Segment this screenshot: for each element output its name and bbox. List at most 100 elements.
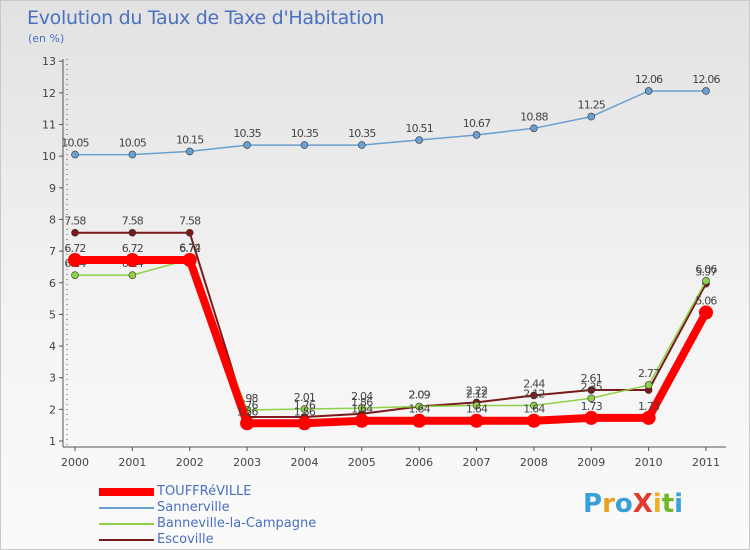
data-label-sannerville: 10.88 [520,110,548,123]
data-label-sannerville: 10.35 [348,127,376,140]
logo-letter: o [614,489,633,519]
legend-swatch-banneville [99,523,154,525]
data-point-sannerville [358,141,366,149]
data-label-touffr-ville: 6.72 [64,242,85,255]
y-tick-label: 9 [49,182,56,195]
data-point-banneville-la-campagne [71,271,79,279]
x-tick-label: 2007 [463,456,491,469]
legend-label-sannerville: Sannerville [157,500,230,515]
data-point-touffr-ville [526,413,541,428]
x-tick-label: 2005 [348,456,376,469]
data-point-escoville [587,386,596,394]
series-line-touffr-ville [75,255,710,428]
data-point-banneville-la-campagne [587,394,596,403]
x-tick-label: 2008 [520,456,548,469]
data-point-sannerville [243,141,251,149]
data-point-touffr-ville [699,305,713,320]
data-point-touffr-ville [240,416,255,431]
legend-label-banneville: Banneville-la-Campagne [157,516,317,531]
data-point-sannerville [128,150,137,159]
y-tick-label: 2 [49,403,56,416]
data-label-banneville-la-campagne: 2.01 [294,391,315,404]
data-label-banneville-la-campagne: 2.35 [581,380,603,393]
series-line-banneville-la-campagne [75,258,707,411]
logo-letter: i [652,489,662,519]
data-point-touffr-ville [354,413,369,428]
data-point-banneville-la-campagne [358,404,366,412]
data-label-touffr-ville: 6.72 [122,242,143,255]
data-label-touffr-ville: 1.64 [523,403,545,416]
data-point-touffr-ville [641,410,656,425]
y-tick-label: 5 [49,308,56,321]
data-point-escoville [185,228,194,237]
data-label-touffr-ville: 5.06 [695,295,717,308]
data-label-escoville: 5.97 [695,266,717,279]
legend-label-touffreville: TOUFFRéVILLE [157,484,252,499]
data-point-banneville-la-campagne [702,277,710,285]
x-tick-label: 2009 [577,456,605,469]
data-label-touffr-ville: 1.56 [294,405,316,418]
x-tick-label: 2006 [405,456,433,469]
legend-swatch-sannerville [99,507,154,509]
data-label-touffr-ville: 1.56 [236,405,258,418]
y-tick-label: 12 [42,87,56,100]
data-point-touffr-ville [125,252,140,267]
data-label-escoville: 2.09 [409,389,431,402]
y-tick-label: 8 [49,213,56,226]
series-line-sannerville [75,90,706,156]
data-label-touffr-ville: 1.64 [409,403,431,416]
x-tick-label: 2003 [233,456,261,469]
data-point-banneville-la-campagne [472,401,481,410]
legend-swatch-touffreville [99,488,154,496]
data-point-sannerville [530,124,538,133]
chart-title: Evolution du Taux de Taxe d'Habitation [27,7,385,29]
data-label-sannerville: 10.67 [463,117,491,130]
logo-letter: i [674,489,684,519]
y-tick-label: 7 [49,245,56,258]
data-point-sannerville [472,131,481,139]
data-point-escoville [530,391,538,400]
data-point-touffr-ville [182,252,197,267]
y-tick-label: 13 [42,55,56,68]
y-tick-label: 10 [42,150,56,163]
data-label-escoville: 2.44 [523,377,545,390]
y-tick-label: 6 [49,277,56,290]
data-point-escoville [71,228,79,237]
data-point-sannerville [644,87,653,95]
proxiti-logo: ProXiti [583,489,683,519]
logo-letter: t [661,489,675,519]
data-label-touffr-ville: 1.73 [638,400,660,413]
series-line-escoville [75,231,707,418]
data-label-escoville: 7.58 [179,215,201,228]
x-tick-label: 2011 [692,456,720,469]
data-label-escoville: 7.58 [122,215,144,228]
y-tick-label: 1 [49,435,56,448]
y-tick-label: 3 [49,372,56,385]
x-tick-label: 2000 [61,456,89,469]
data-label-escoville: 2.61 [581,372,602,385]
data-label-sannerville: 12.06 [692,73,720,86]
data-label-escoville: 7.58 [64,215,86,228]
data-label-sannerville: 10.35 [233,127,261,140]
data-point-sannerville [300,141,309,149]
data-label-sannerville: 10.51 [405,122,433,135]
logo-letter: P [583,489,603,519]
data-point-banneville-la-campagne [128,271,137,279]
data-point-banneville-la-campagne [644,381,653,389]
data-label-escoville: 2.22 [466,384,487,397]
y-tick-label: 11 [42,119,56,132]
data-label-touffr-ville: 1.64 [351,403,373,416]
data-point-touffr-ville [297,416,312,431]
data-point-touffr-ville [68,252,82,267]
unit-label: (en %) [28,32,65,45]
data-label-sannerville: 10.35 [291,127,319,140]
x-tick-label: 2001 [118,456,146,469]
data-point-sannerville [702,87,710,95]
data-label-banneville-la-campagne: 6.74 [179,241,201,254]
legend-label-escoville: Escoville [157,532,214,547]
data-point-banneville-la-campagne [415,402,423,411]
logo-letter: r [602,489,615,519]
data-point-sannerville [71,150,79,159]
